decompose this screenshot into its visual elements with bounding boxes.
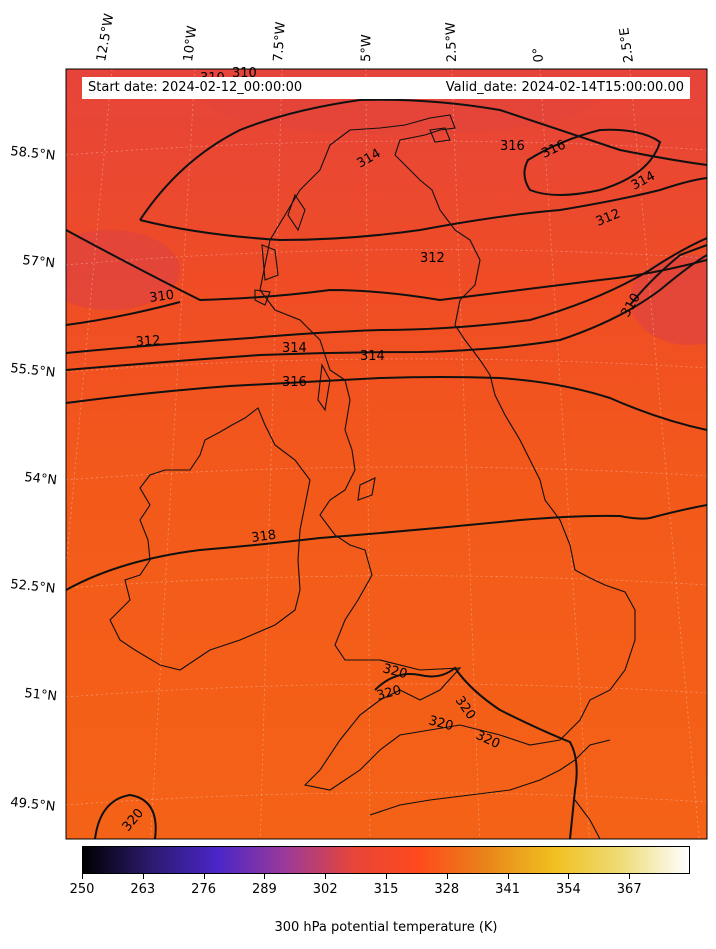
colorbar-tick-label: 276 [191, 882, 217, 897]
colorbar-tick [446, 874, 448, 879]
contours [66, 98, 707, 839]
colorbar-tick [568, 874, 570, 879]
colorbar-tick [203, 874, 205, 879]
lon-label: 5°W [359, 34, 374, 62]
colorbar-tick-label: 328 [434, 882, 460, 897]
colorbar-tick [386, 874, 387, 879]
colorbar-tick-label: 367 [616, 882, 642, 897]
latitude-labels: 58.5°N 57°N 55.5°N 54°N 52.5°N 51°N 49.5… [10, 144, 58, 815]
colorbar-tick-label: 315 [373, 882, 399, 897]
contour-312 [66, 237, 707, 354]
map-frame [65, 68, 708, 840]
contour-320 [374, 666, 578, 839]
colorbar-tick-label: 263 [130, 882, 156, 897]
contour-labels: 310 310 312 314 316 316 314 312 310 310 … [120, 66, 658, 835]
lon-label: 0° [531, 47, 547, 63]
colorbar-tick-label: 302 [312, 882, 338, 897]
colorbar-tick-label: 250 [69, 882, 95, 897]
contour-label: 316 [500, 139, 525, 154]
colorbar-tick [629, 874, 631, 879]
contour-label: 312 [135, 333, 161, 350]
colorbar-tick-label: 289 [251, 882, 277, 897]
colorbar-title: 300 hPa potential temperature (K) [274, 920, 498, 935]
contour-320-sw [94, 793, 157, 839]
cool-patch-east [630, 255, 707, 345]
contour-310 [66, 229, 707, 302]
colorbar-tick-label: 341 [495, 882, 521, 897]
contour-314 [66, 254, 707, 371]
lat-label: 51°N [24, 686, 58, 704]
potential-temperature-field [66, 69, 707, 839]
start-date: Start date: 2024-02-12_00:00:00 [88, 80, 303, 95]
contour-label: 318 [250, 528, 277, 546]
contour-316 [66, 376, 707, 431]
lat-label: 55.5°N [10, 361, 56, 381]
contour-316-east [523, 128, 662, 196]
lat-label: 49.5°N [10, 795, 56, 815]
colorbar-tick [142, 874, 144, 879]
colorbar-tick-label: 354 [555, 882, 581, 897]
contour-label: 320 [427, 713, 455, 734]
cool-patch-west [66, 230, 180, 310]
longitude-labels: 12.5°W 10°W 7.5°W 5°W 2.5°W 0° 2.5°E [94, 12, 637, 63]
contour-label: 312 [420, 251, 445, 266]
contour-label: 310 [148, 288, 175, 306]
contour-label: 320 [375, 683, 403, 704]
contour-label: 316 [282, 375, 307, 390]
colorbar [82, 846, 690, 874]
lon-label: 2.5°W [444, 22, 460, 63]
graticule [66, 69, 707, 839]
coastlines [109, 114, 636, 839]
valid-date: Valid_date: 2024-02-14T15:00:00.00 [445, 80, 684, 95]
colorbar-tick [507, 874, 509, 879]
date-info-box: Start date: 2024-02-12_00:00:00 Valid_da… [82, 77, 690, 99]
contour-318 [66, 504, 707, 591]
colorbar-tick [82, 874, 83, 879]
lon-label: 12.5°W [94, 12, 117, 62]
colorbar-tick [325, 874, 327, 879]
contour-label: 314 [282, 341, 307, 356]
lon-label: 10°W [181, 25, 200, 63]
contour-314-north [139, 98, 707, 221]
lat-label: 57°N [22, 253, 56, 271]
lat-label: 54°N [24, 470, 58, 488]
lon-label: 2.5°E [617, 26, 637, 63]
lat-label: 52.5°N [10, 577, 56, 597]
lat-label: 58.5°N [10, 144, 56, 164]
contour-label: 314 [360, 349, 385, 364]
colorbar-tick [264, 874, 266, 879]
map-area [66, 69, 707, 839]
lon-label: 7.5°W [271, 21, 289, 62]
contour-label: 320 [381, 661, 409, 682]
